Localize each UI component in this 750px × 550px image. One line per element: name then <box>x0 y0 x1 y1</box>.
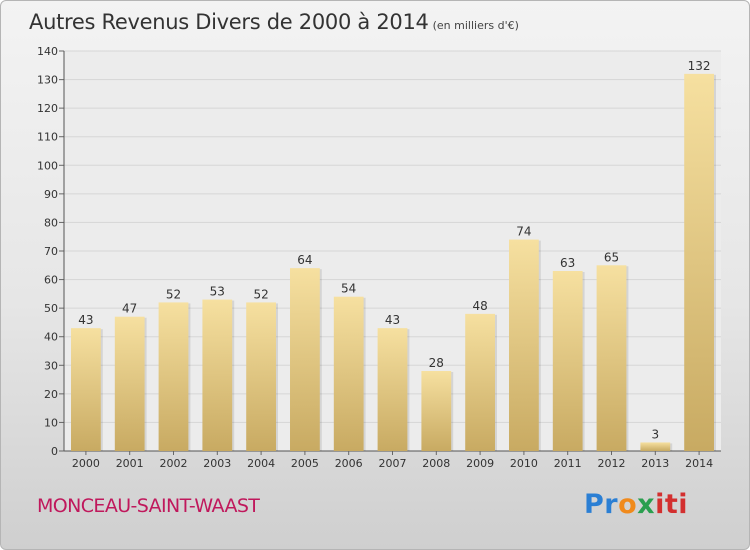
x-tick-label: 2013 <box>641 457 669 470</box>
y-tick-label: 130 <box>37 74 58 87</box>
bar <box>596 265 627 451</box>
bar <box>246 302 276 451</box>
bar <box>202 299 233 451</box>
proxiti-logo: Proxiti <box>584 489 688 520</box>
bar <box>114 316 145 451</box>
x-tick-label: 2001 <box>116 457 144 470</box>
y-tick-label: 60 <box>44 274 58 287</box>
y-tick-label: 10 <box>44 416 58 429</box>
data-label: 54 <box>341 282 356 296</box>
x-tick-label: 2014 <box>685 457 713 470</box>
data-label: 132 <box>688 59 711 73</box>
town-name: MONCEAU-SAINT-WAAST <box>37 495 260 517</box>
bar <box>509 239 539 451</box>
bar <box>552 271 583 451</box>
y-tick-label: 80 <box>44 216 58 229</box>
data-label: 65 <box>604 250 619 264</box>
y-tick-label: 100 <box>37 159 58 172</box>
x-tick-label: 2004 <box>247 457 275 470</box>
y-tick-label: 110 <box>37 131 58 144</box>
bar <box>640 442 671 451</box>
bar <box>684 73 714 451</box>
bar <box>71 328 101 451</box>
y-tick-label: 30 <box>44 359 58 372</box>
logo-part-2: o <box>618 489 638 520</box>
x-tick-label: 2010 <box>510 457 538 470</box>
y-tick-label: 20 <box>44 388 58 401</box>
data-label: 53 <box>210 285 225 299</box>
data-label: 43 <box>385 313 400 327</box>
data-label: 3 <box>651 427 659 441</box>
y-tick-label: 0 <box>51 445 58 458</box>
bar <box>377 328 408 451</box>
x-tick-label: 2011 <box>554 457 582 470</box>
x-tick-label: 2005 <box>291 457 319 470</box>
data-label: 28 <box>429 356 444 370</box>
bar <box>290 268 320 451</box>
y-tick-label: 70 <box>44 245 58 258</box>
bar <box>158 302 189 451</box>
chart-unit-note: (en milliers d'€) <box>432 19 519 32</box>
bar <box>465 313 495 451</box>
logo-part-3: x <box>637 489 656 520</box>
x-tick-label: 2008 <box>422 457 450 470</box>
x-tick-label: 2006 <box>335 457 363 470</box>
bar <box>333 296 364 451</box>
data-label: 43 <box>78 313 93 327</box>
x-tick-label: 2007 <box>379 457 407 470</box>
x-tick-label: 2003 <box>203 457 231 470</box>
x-tick-label: 2009 <box>466 457 494 470</box>
data-label: 47 <box>122 302 137 316</box>
y-tick-label: 90 <box>44 188 58 201</box>
logo-part-1: Pr <box>584 489 619 520</box>
chart-title: Autres Revenus Divers de 2000 à 2014 (en … <box>29 10 519 34</box>
x-tick-label: 2002 <box>160 457 188 470</box>
bar <box>421 371 452 451</box>
y-tick-label: 120 <box>37 102 58 115</box>
y-tick-label: 50 <box>44 302 58 315</box>
x-tick-label: 2000 <box>72 457 100 470</box>
chart-title-text: Autres Revenus Divers de 2000 à 2014 <box>29 10 429 34</box>
data-label: 74 <box>516 225 531 239</box>
y-tick-label: 40 <box>44 331 58 344</box>
data-label: 48 <box>472 299 487 313</box>
data-label: 64 <box>297 253 312 267</box>
data-label: 63 <box>560 256 575 270</box>
data-label: 52 <box>166 287 181 301</box>
logo-part-4: iti <box>655 489 689 520</box>
data-label: 52 <box>253 287 268 301</box>
y-tick-label: 140 <box>37 45 58 58</box>
x-tick-label: 2012 <box>598 457 626 470</box>
